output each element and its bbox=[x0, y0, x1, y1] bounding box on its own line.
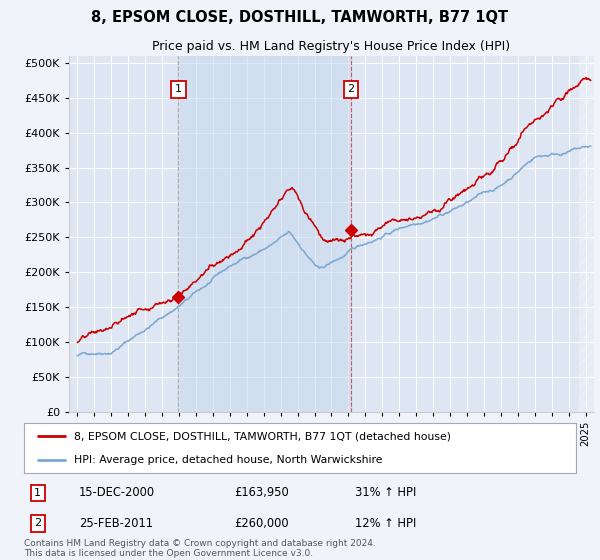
Text: 2: 2 bbox=[347, 85, 355, 95]
Bar bbox=[178, 56, 351, 412]
Text: 12% ↑ HPI: 12% ↑ HPI bbox=[355, 517, 416, 530]
Text: £260,000: £260,000 bbox=[234, 517, 289, 530]
Text: Contains HM Land Registry data © Crown copyright and database right 2024.
This d: Contains HM Land Registry data © Crown c… bbox=[24, 539, 376, 558]
Text: 25-FEB-2011: 25-FEB-2011 bbox=[79, 517, 153, 530]
Bar bbox=[579, 56, 594, 412]
Text: 1: 1 bbox=[34, 488, 41, 498]
Text: 15-DEC-2000: 15-DEC-2000 bbox=[79, 487, 155, 500]
Text: 31% ↑ HPI: 31% ↑ HPI bbox=[355, 487, 416, 500]
Text: 8, EPSOM CLOSE, DOSTHILL, TAMWORTH, B77 1QT: 8, EPSOM CLOSE, DOSTHILL, TAMWORTH, B77 … bbox=[91, 10, 509, 25]
Text: £163,950: £163,950 bbox=[234, 487, 289, 500]
Text: HPI: Average price, detached house, North Warwickshire: HPI: Average price, detached house, Nort… bbox=[74, 455, 382, 465]
Title: Price paid vs. HM Land Registry's House Price Index (HPI): Price paid vs. HM Land Registry's House … bbox=[152, 40, 511, 53]
Text: 1: 1 bbox=[175, 85, 182, 95]
Text: 8, EPSOM CLOSE, DOSTHILL, TAMWORTH, B77 1QT (detached house): 8, EPSOM CLOSE, DOSTHILL, TAMWORTH, B77 … bbox=[74, 431, 451, 441]
Text: 2: 2 bbox=[34, 519, 41, 529]
